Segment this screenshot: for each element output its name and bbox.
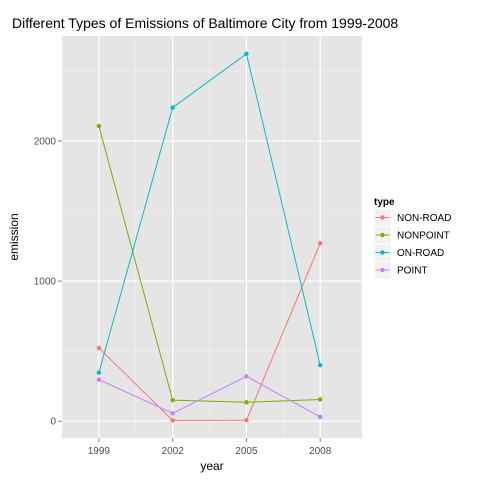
- series-line-point: [98, 375, 321, 418]
- data-point-nonpoint: [317, 397, 323, 402]
- legend-label-on-road: ON-ROAD: [397, 248, 444, 259]
- data-point-on-road: [96, 370, 102, 375]
- y-tick-label: 2000: [34, 137, 57, 148]
- data-point-point: [317, 414, 323, 420]
- series-line-on-road: [98, 52, 321, 373]
- legend: type NON-ROAD NONPOINT ON-ROAD POINT: [373, 197, 451, 279]
- data-point-on-road: [244, 51, 249, 56]
- x-tick-label: 2005: [235, 446, 258, 457]
- data-point-point: [170, 411, 175, 416]
- y-axis: 0 1000 2000: [34, 137, 62, 428]
- data-point-nonpoint: [244, 400, 249, 405]
- legend-title: type: [374, 197, 395, 208]
- series-line-nonpoint: [98, 125, 321, 403]
- data-point-point: [244, 374, 249, 379]
- x-axis-label: year: [200, 459, 223, 473]
- legend-key-point-on-road: [380, 250, 385, 255]
- series-line-non-road: [98, 243, 321, 421]
- legend-label-non-road: NON-ROAD: [397, 213, 451, 224]
- data-point-on-road: [317, 362, 323, 368]
- x-tick-label: 1999: [88, 446, 111, 457]
- data-point-nonpoint: [96, 123, 102, 129]
- legend-key-point-non-road: [380, 215, 385, 220]
- y-axis-label: emission: [7, 213, 21, 260]
- data-point-non-road: [317, 241, 323, 246]
- series-layer: [96, 51, 323, 423]
- data-point-non-road: [170, 418, 175, 423]
- legend-key-point-nonpoint: [380, 232, 385, 238]
- legend-key-point-point: [380, 267, 385, 273]
- data-point-on-road: [170, 105, 175, 110]
- x-tick-label: 2008: [309, 446, 332, 457]
- chart-title: Different Types of Emissions of Baltimor…: [12, 15, 398, 31]
- y-tick-label: 0: [50, 417, 56, 428]
- y-tick-label: 1000: [34, 277, 57, 288]
- legend-label-nonpoint: NONPOINT: [397, 231, 450, 242]
- x-axis: 1999 2002 2005 2008: [88, 438, 332, 457]
- data-point-non-road: [96, 345, 102, 351]
- data-point-non-road: [244, 418, 249, 423]
- plot-panel: [62, 36, 362, 438]
- data-point-point: [96, 377, 102, 382]
- grid-minor: [62, 36, 362, 438]
- legend-label-point: POINT: [397, 266, 428, 277]
- data-point-nonpoint: [170, 397, 175, 403]
- x-tick-label: 2002: [162, 446, 185, 457]
